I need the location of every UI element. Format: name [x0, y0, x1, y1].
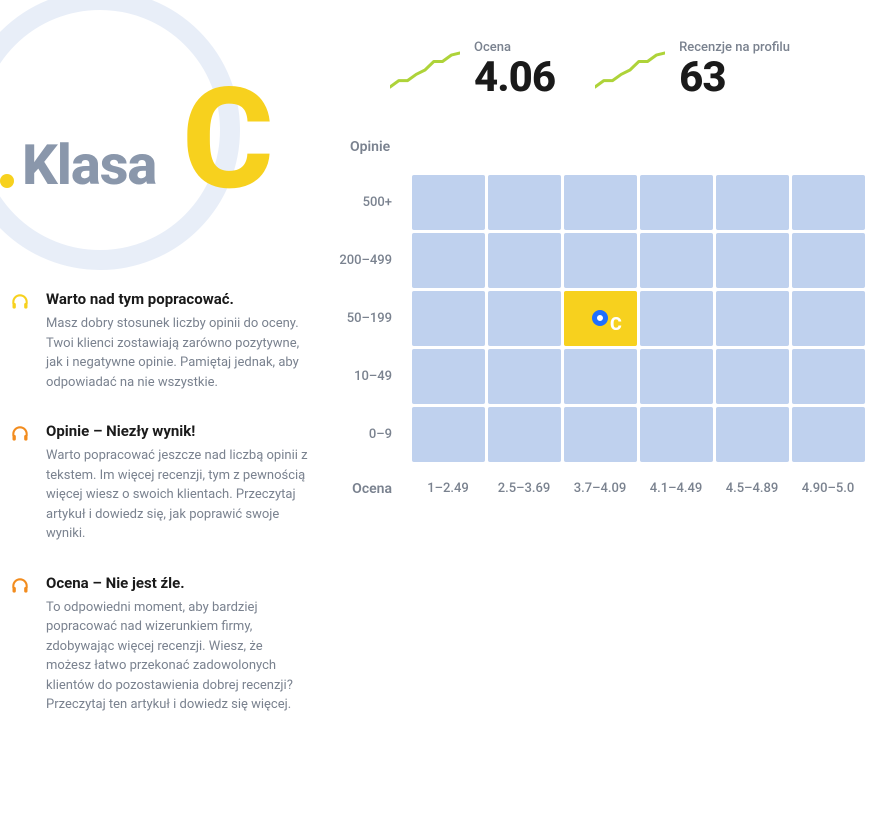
feedback-title: Ocena – Nie jest źle. — [46, 574, 310, 592]
heatmap-cell — [488, 233, 561, 288]
heatmap-cell — [640, 175, 713, 230]
heatmap-cell — [564, 233, 637, 288]
metric-reviews-value: 63 — [679, 57, 725, 99]
heatmap-row-label: 200–499 — [330, 231, 410, 289]
metric-reviews-text: Recenzje na profilu 63 — [679, 40, 790, 99]
sparkline-icon — [390, 50, 460, 90]
heatmap-cell — [792, 175, 865, 230]
dashboard-page: Klasa C Warto nad tym popracować. Masz do… — [0, 0, 896, 813]
feedback-item: Ocena – Nie jest źle. To odpowiedni momen… — [10, 574, 310, 715]
feedback-text: To odpowiedni moment, aby bardziej popra… — [46, 598, 310, 715]
metrics-row: Ocena 4.06 Recenzje na profilu 63 — [390, 40, 890, 99]
metric-rating-value: 4.06 — [474, 57, 555, 99]
heatmap-cell — [412, 175, 485, 230]
heatmap-cell — [792, 233, 865, 288]
feedback-text: Warto popracować jeszcze nad liczbą opin… — [46, 446, 310, 544]
heatmap-col-label: 3.7–4.09 — [562, 481, 638, 497]
metric-reviews: Recenzje na profilu 63 — [595, 40, 790, 99]
heatmap-grid: 500+200–49950–199 C 10–490–9 — [330, 173, 890, 463]
metric-rating-text: Ocena 4.06 — [474, 40, 555, 99]
heatmap-cell — [488, 407, 561, 462]
feedback-body: Opinie – Niezły wynik! Warto popracować j… — [46, 422, 310, 544]
headphones-icon — [10, 576, 30, 596]
heatmap-cell — [564, 175, 637, 230]
metric-rating: Ocena 4.06 — [390, 40, 555, 99]
heatmap-col-label: 4.90–5.0 — [790, 481, 866, 497]
heatmap-cell — [564, 349, 637, 404]
heatmap-cell — [412, 407, 485, 462]
heatmap-row-label: 50–199 — [330, 289, 410, 347]
heatmap-x-axis: Ocena 1–2.492.5–3.693.7–4.094.1–4.494.5–… — [330, 481, 890, 497]
right-column: Ocena 4.06 Recenzje na profilu 63 Opinie… — [330, 40, 890, 497]
heatmap-marker-letter: C — [610, 314, 622, 335]
feedback-item: Opinie – Niezły wynik! Warto popracować j… — [10, 422, 310, 544]
heatmap-row-label: 0–9 — [330, 405, 410, 463]
heatmap: Opinie 500+200–49950–199 C 10–490–9 Ocena … — [330, 139, 890, 497]
heatmap-y-title: Opinie — [350, 139, 890, 155]
headphones-icon — [10, 292, 30, 312]
heatmap-cell — [488, 291, 561, 346]
feedback-body: Ocena – Nie jest źle. To odpowiedni momen… — [46, 574, 310, 715]
heatmap-cell — [488, 349, 561, 404]
heatmap-cell — [716, 407, 789, 462]
left-column: Klasa C Warto nad tym popracować.Masz do… — [0, 0, 320, 260]
heatmap-cell — [412, 233, 485, 288]
feedback-item: Warto nad tym popracować. Masz dobry stos… — [10, 290, 310, 392]
heatmap-cell — [488, 175, 561, 230]
heatmap-cell — [640, 233, 713, 288]
heatmap-cell — [412, 349, 485, 404]
heatmap-col-label: 4.1–4.49 — [638, 481, 714, 497]
feedback-title: Opinie – Niezły wynik! — [46, 422, 310, 440]
headphones-icon — [10, 424, 30, 444]
heatmap-cell — [792, 349, 865, 404]
heatmap-cell — [792, 291, 865, 346]
hero-accent-dot — [0, 174, 14, 188]
feedback-text: Masz dobry stosunek liczby opinii do oce… — [46, 314, 310, 392]
heatmap-cell — [640, 349, 713, 404]
grade-hero: Klasa C — [0, 0, 320, 260]
feedback-title: Warto nad tym popracować. — [46, 290, 310, 308]
heatmap-cell — [716, 175, 789, 230]
sparkline-icon — [595, 50, 665, 90]
heatmap-row-label: 500+ — [330, 173, 410, 231]
heatmap-col-label: 2.5–3.69 — [486, 481, 562, 497]
heatmap-cell — [716, 233, 789, 288]
heatmap-x-title: Ocena — [330, 481, 410, 497]
heatmap-cell-highlight: C — [564, 291, 637, 346]
feedback-list: Warto nad tym popracować. Masz dobry stos… — [10, 290, 310, 745]
feedback-body: Warto nad tym popracować. Masz dobry stos… — [46, 290, 310, 392]
heatmap-marker-icon — [592, 310, 608, 326]
heatmap-cell — [716, 291, 789, 346]
hero-klasa-label: Klasa — [22, 132, 156, 198]
heatmap-cell — [640, 407, 713, 462]
heatmap-cell — [412, 291, 485, 346]
heatmap-col-label: 4.5–4.89 — [714, 481, 790, 497]
heatmap-row-label: 10–49 — [330, 347, 410, 405]
heatmap-cell — [564, 407, 637, 462]
heatmap-cell — [792, 407, 865, 462]
heatmap-cell — [640, 291, 713, 346]
hero-grade-letter: C — [182, 70, 270, 210]
heatmap-cell — [716, 349, 789, 404]
heatmap-col-label: 1–2.49 — [410, 481, 486, 497]
